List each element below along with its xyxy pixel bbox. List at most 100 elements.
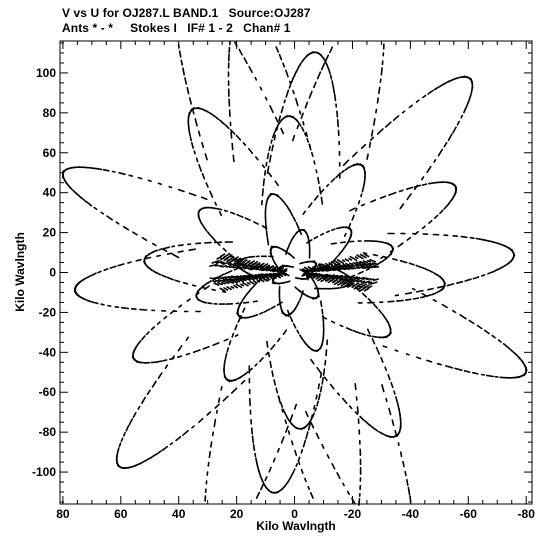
uv-point (333, 93, 337, 102)
uv-point (72, 189, 77, 195)
uv-point (476, 324, 483, 330)
uv-point (366, 334, 372, 337)
uv-point (268, 145, 271, 152)
uv-point (310, 358, 315, 365)
uv-point (177, 355, 183, 359)
uv-point (275, 46, 280, 53)
uv-point (259, 475, 263, 481)
uv-point (305, 431, 309, 440)
uv-point (201, 141, 205, 149)
uv-point (90, 272, 97, 277)
uv-point (185, 352, 191, 356)
uv-point (360, 280, 366, 284)
uv-point (263, 170, 267, 176)
uv-point (200, 196, 208, 201)
uv-point (307, 266, 315, 271)
uv-point (229, 265, 235, 269)
uv-point (157, 372, 163, 379)
uv-point (117, 263, 125, 267)
uv-point (245, 264, 250, 268)
uv-point (407, 486, 411, 496)
uv-point (317, 176, 320, 185)
y-tick-labels: 100 80 60 40 20 0 -20 -40 -60 -80 -100 (32, 66, 56, 479)
uv-point (308, 274, 314, 279)
uv-point (361, 277, 368, 280)
uv-point (336, 258, 345, 265)
uv-point (154, 360, 163, 364)
uv-point (301, 126, 305, 132)
uv-point (174, 279, 181, 283)
uv-point (168, 185, 173, 189)
uv-point (289, 315, 294, 323)
uv-point (288, 209, 294, 217)
uv-point (188, 192, 197, 197)
uv-point (469, 236, 475, 239)
uv-point (361, 292, 368, 298)
uv-point (456, 120, 461, 126)
uv-point (451, 309, 457, 314)
uv-point (353, 285, 361, 290)
uv-point (301, 337, 307, 346)
uv-point (287, 430, 291, 435)
uv-point (166, 252, 172, 255)
uv-point (255, 275, 261, 278)
uv-point (277, 195, 282, 200)
uv-point (137, 176, 143, 180)
uv-point (491, 334, 496, 339)
uv-point (296, 124, 300, 130)
uv-point (209, 190, 214, 198)
uv-point (370, 278, 375, 281)
uv-point (261, 164, 266, 169)
uv-point (326, 454, 330, 459)
uv-point (244, 217, 251, 221)
uv-point (177, 250, 184, 253)
uv-point (366, 259, 372, 263)
uv-point (330, 264, 337, 269)
uv-point (391, 419, 395, 427)
uv-point (344, 258, 350, 262)
uv-point (376, 128, 384, 135)
uv-point (415, 356, 422, 360)
uv-point (177, 345, 183, 352)
uv-point (242, 142, 247, 146)
uv-point (213, 418, 217, 428)
uv-point (336, 119, 340, 128)
uv-point (438, 287, 444, 293)
uv-point (107, 304, 112, 307)
uv-point (244, 256, 251, 259)
uv-point (415, 289, 424, 293)
uv-point (302, 439, 307, 448)
uv-point (235, 134, 242, 141)
uv-point (365, 277, 371, 281)
uv-point (213, 277, 219, 280)
uv-point (249, 280, 255, 285)
uv-point (351, 151, 358, 158)
uv-point (80, 196, 87, 203)
uv-point (201, 282, 209, 289)
uv-point (221, 281, 226, 285)
uv-point (188, 248, 196, 251)
x-tick-label: -80 (518, 507, 536, 521)
uv-point (235, 279, 241, 283)
uv-point (463, 108, 467, 114)
uv-point (149, 453, 157, 460)
uv-point (195, 292, 200, 296)
uv-point (235, 283, 243, 289)
uv-point (342, 263, 347, 267)
uv-point (263, 308, 271, 314)
uv-point (238, 278, 245, 283)
uv-point (268, 154, 272, 163)
uv-point (329, 74, 333, 80)
uv-point (209, 263, 218, 267)
uv-point (399, 203, 405, 210)
uv-point (362, 260, 369, 264)
uv-point (380, 241, 387, 244)
uv-point (367, 285, 373, 289)
uv-point (191, 142, 194, 149)
uv-point (243, 267, 250, 270)
uv-point (328, 262, 334, 266)
uv-point (273, 127, 278, 134)
uv-point (265, 230, 268, 238)
uv-point (230, 256, 235, 260)
uv-point (337, 251, 343, 257)
